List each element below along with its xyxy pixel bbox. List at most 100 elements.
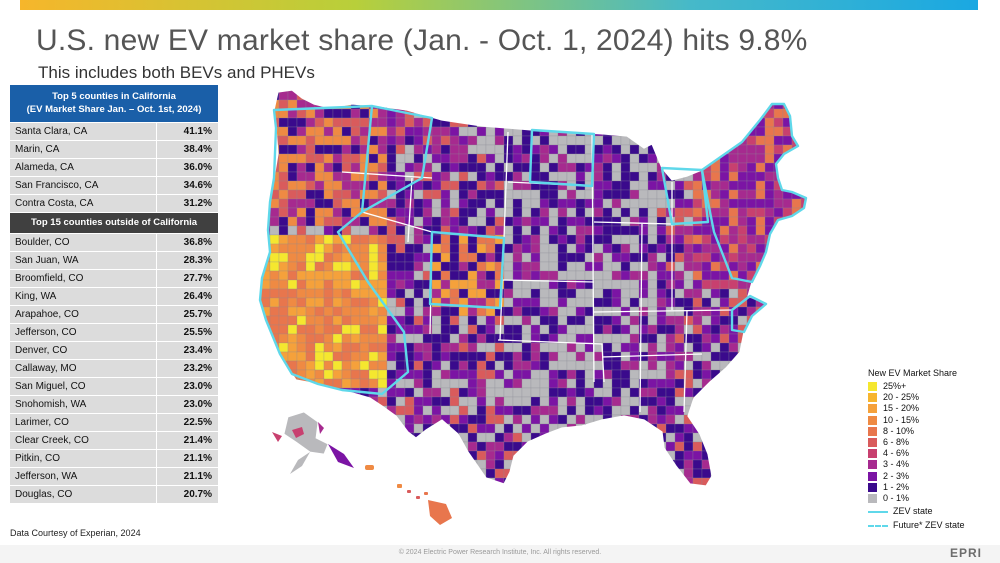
table-row: San Miguel, CO 23.0% [10, 378, 218, 395]
legend-item: 15 - 20% [868, 403, 988, 414]
table-row: Pitkin, CO 21.1% [10, 450, 218, 467]
legend-label: 6 - 8% [883, 437, 910, 448]
legend-swatch [868, 482, 877, 492]
legend-label: 2 - 3% [883, 470, 910, 481]
table-row: Clear Creek, CO 21.4% [10, 432, 218, 449]
legend-title: New EV Market Share [868, 368, 958, 378]
legend-swatch [868, 393, 877, 403]
legend-label: 3 - 4% [883, 459, 910, 470]
county-share: 20.7% [157, 486, 218, 503]
county-share: 23.2% [157, 360, 218, 377]
legend-item: 3 - 4% [868, 459, 988, 470]
county-name: Jefferson, CO [10, 324, 156, 341]
county-share: 36.0% [157, 159, 218, 176]
other-table-body: Boulder, CO 36.8% San Juan, WA 28.3% Broomfi… [10, 234, 218, 503]
legend-future-zev-state: Future* ZEV state [868, 519, 988, 532]
ca-header-line2: (EV Market Share Jan. – Oct. 1st, 2024) [26, 104, 202, 115]
legend-swatch [868, 415, 877, 425]
legend-label: 15 - 20% [883, 403, 920, 414]
county-name: San Juan, WA [10, 252, 156, 269]
legend-item: 25%+ [868, 381, 988, 392]
county-share: 28.3% [157, 252, 218, 269]
county-name: Larimer, CO [10, 414, 156, 431]
legend-label: 20 - 25% [883, 392, 920, 403]
legend-item: 20 - 25% [868, 392, 988, 403]
county-name: Alameda, CA [10, 159, 156, 176]
county-name: Snohomish, WA [10, 396, 156, 413]
county-name: San Francisco, CA [10, 177, 156, 194]
legend-label: 1 - 2% [883, 481, 910, 492]
table-row: Arapahoe, CO 25.7% [10, 306, 218, 323]
table-row: Jefferson, CO 25.5% [10, 324, 218, 341]
county-name: King, WA [10, 288, 156, 305]
zev-state-label: ZEV state [893, 506, 933, 517]
county-share: 26.4% [157, 288, 218, 305]
legend-label: 10 - 15% [883, 414, 920, 425]
legend-bins: 25%+ 20 - 25% 15 - 20% 10 - 15% 8 - 10% 6 - 8… [868, 381, 988, 504]
us-ev-choropleth-map [258, 89, 808, 525]
footer-bar [0, 545, 1000, 563]
future-zev-state-label: Future* ZEV state [893, 520, 965, 531]
ca-header-line1: Top 5 counties in California [52, 91, 176, 102]
legend-label: 4 - 6% [883, 448, 910, 459]
county-share: 38.4% [157, 141, 218, 158]
table-row: Douglas, CO 20.7% [10, 486, 218, 503]
legend-swatch [868, 382, 877, 392]
county-share: 36.8% [157, 234, 218, 251]
legend-swatch [868, 460, 877, 470]
table-row: Contra Costa, CA 31.2% [10, 195, 218, 212]
county-share: 25.7% [157, 306, 218, 323]
county-share: 23.0% [157, 396, 218, 413]
page-subtitle: This includes both BEVs and PHEVs [38, 63, 315, 82]
legend-swatch [868, 493, 877, 503]
legend-item: 8 - 10% [868, 426, 988, 437]
county-name: Marin, CA [10, 141, 156, 158]
table-row: San Francisco, CA 34.6% [10, 177, 218, 194]
legend-item: 10 - 15% [868, 415, 988, 426]
legend-item: 1 - 2% [868, 482, 988, 493]
table-row: Snohomish, WA 23.0% [10, 396, 218, 413]
county-share: 34.6% [157, 177, 218, 194]
table-row: Santa Clara, CA 41.1% [10, 123, 218, 140]
legend-item: 6 - 8% [868, 437, 988, 448]
county-name: Callaway, MO [10, 360, 156, 377]
county-share: 41.1% [157, 123, 218, 140]
top-gradient-bar [20, 0, 978, 10]
legend-label: 8 - 10% [883, 425, 915, 436]
county-share: 22.5% [157, 414, 218, 431]
county-name: Douglas, CO [10, 486, 156, 503]
table-row: Larimer, CO 22.5% [10, 414, 218, 431]
county-share: 27.7% [157, 270, 218, 287]
table-row: Boulder, CO 36.8% [10, 234, 218, 251]
county-name: Pitkin, CO [10, 450, 156, 467]
county-name: Boulder, CO [10, 234, 156, 251]
county-share: 21.1% [157, 468, 218, 485]
ca-table-body: Santa Clara, CA 41.1% Marin, CA 38.4% Alamed… [10, 123, 218, 212]
legend-item: 2 - 3% [868, 471, 988, 482]
county-tables: Top 5 counties in California (EV Market … [10, 85, 218, 503]
legend-label: 0 - 1% [883, 492, 910, 503]
legend-swatch [868, 438, 877, 448]
county-name: Contra Costa, CA [10, 195, 156, 212]
legend-label: 25%+ [883, 381, 907, 392]
table-row: Alameda, CA 36.0% [10, 159, 218, 176]
table-row: Broomfield, CO 27.7% [10, 270, 218, 287]
zev-line-swatch [868, 510, 888, 513]
epri-logo: EPRI [950, 546, 983, 560]
table-row: Marin, CA 38.4% [10, 141, 218, 158]
county-share: 23.4% [157, 342, 218, 359]
table-row: San Juan, WA 28.3% [10, 252, 218, 269]
other-table-header: Top 15 counties outside of California [10, 213, 218, 233]
table-row: Callaway, MO 23.2% [10, 360, 218, 377]
county-share: 23.0% [157, 378, 218, 395]
county-name: Clear Creek, CO [10, 432, 156, 449]
table-row: King, WA 26.4% [10, 288, 218, 305]
page-title: U.S. new EV market share (Jan. - Oct. 1,… [36, 24, 808, 57]
county-name: Arapahoe, CO [10, 306, 156, 323]
table-row: Jefferson, WA 21.1% [10, 468, 218, 485]
legend-swatch [868, 471, 877, 481]
county-share: 31.2% [157, 195, 218, 212]
table-row: Denver, CO 23.4% [10, 342, 218, 359]
legend-zev-state: ZEV state [868, 505, 988, 518]
legend-swatch [868, 404, 877, 414]
